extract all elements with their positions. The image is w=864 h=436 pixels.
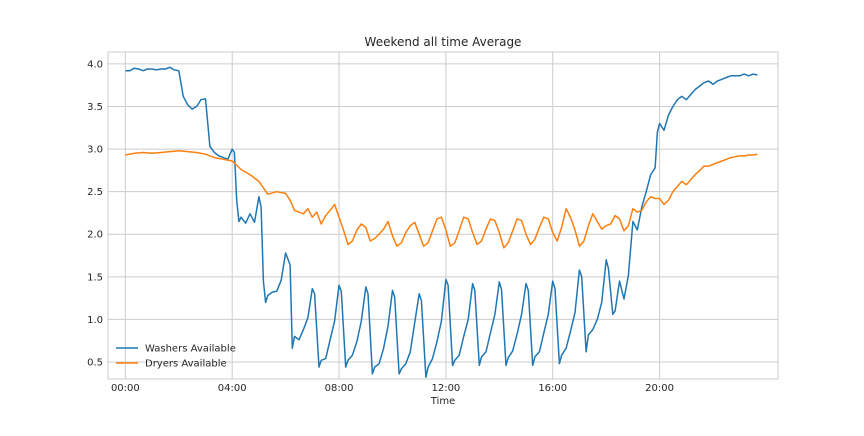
plot-area	[107, 51, 779, 380]
chart-title: Weekend all time Average	[365, 35, 522, 49]
x-tick-label: 08:00	[325, 383, 354, 394]
x-axis-label: Time	[430, 396, 455, 407]
grid	[108, 52, 778, 379]
x-tick-label: 12:00	[431, 383, 460, 394]
x-tick-label: 20:00	[645, 383, 674, 394]
x-tick-label: 16:00	[538, 383, 567, 394]
legend-label: Washers Available	[145, 344, 236, 355]
y-tick-label: 0.5	[87, 357, 103, 368]
tick-labels: 00:00 04:00 08:00 12:00 16:00 20:00 0.5 1.0 1.5 2…	[87, 59, 674, 394]
y-tick-label: 3.0	[87, 145, 103, 156]
y-tick-label: 1.5	[87, 272, 103, 283]
series-lines	[125, 66, 758, 379]
y-tick-label: 3.5	[87, 102, 103, 113]
y-tick-label: 4.0	[87, 59, 103, 70]
x-tick-label: 04:00	[218, 383, 247, 394]
series-line-washers	[125, 66, 758, 379]
x-tick-label: 00:00	[111, 383, 140, 394]
y-tick-label: 2.5	[87, 187, 103, 198]
legend: Washers Available Dryers Available	[116, 344, 236, 370]
y-tick-label: 1.0	[87, 315, 103, 326]
y-tick-label: 2.0	[87, 230, 103, 241]
legend-label: Dryers Available	[145, 359, 227, 370]
series-line-dryers	[125, 150, 758, 249]
